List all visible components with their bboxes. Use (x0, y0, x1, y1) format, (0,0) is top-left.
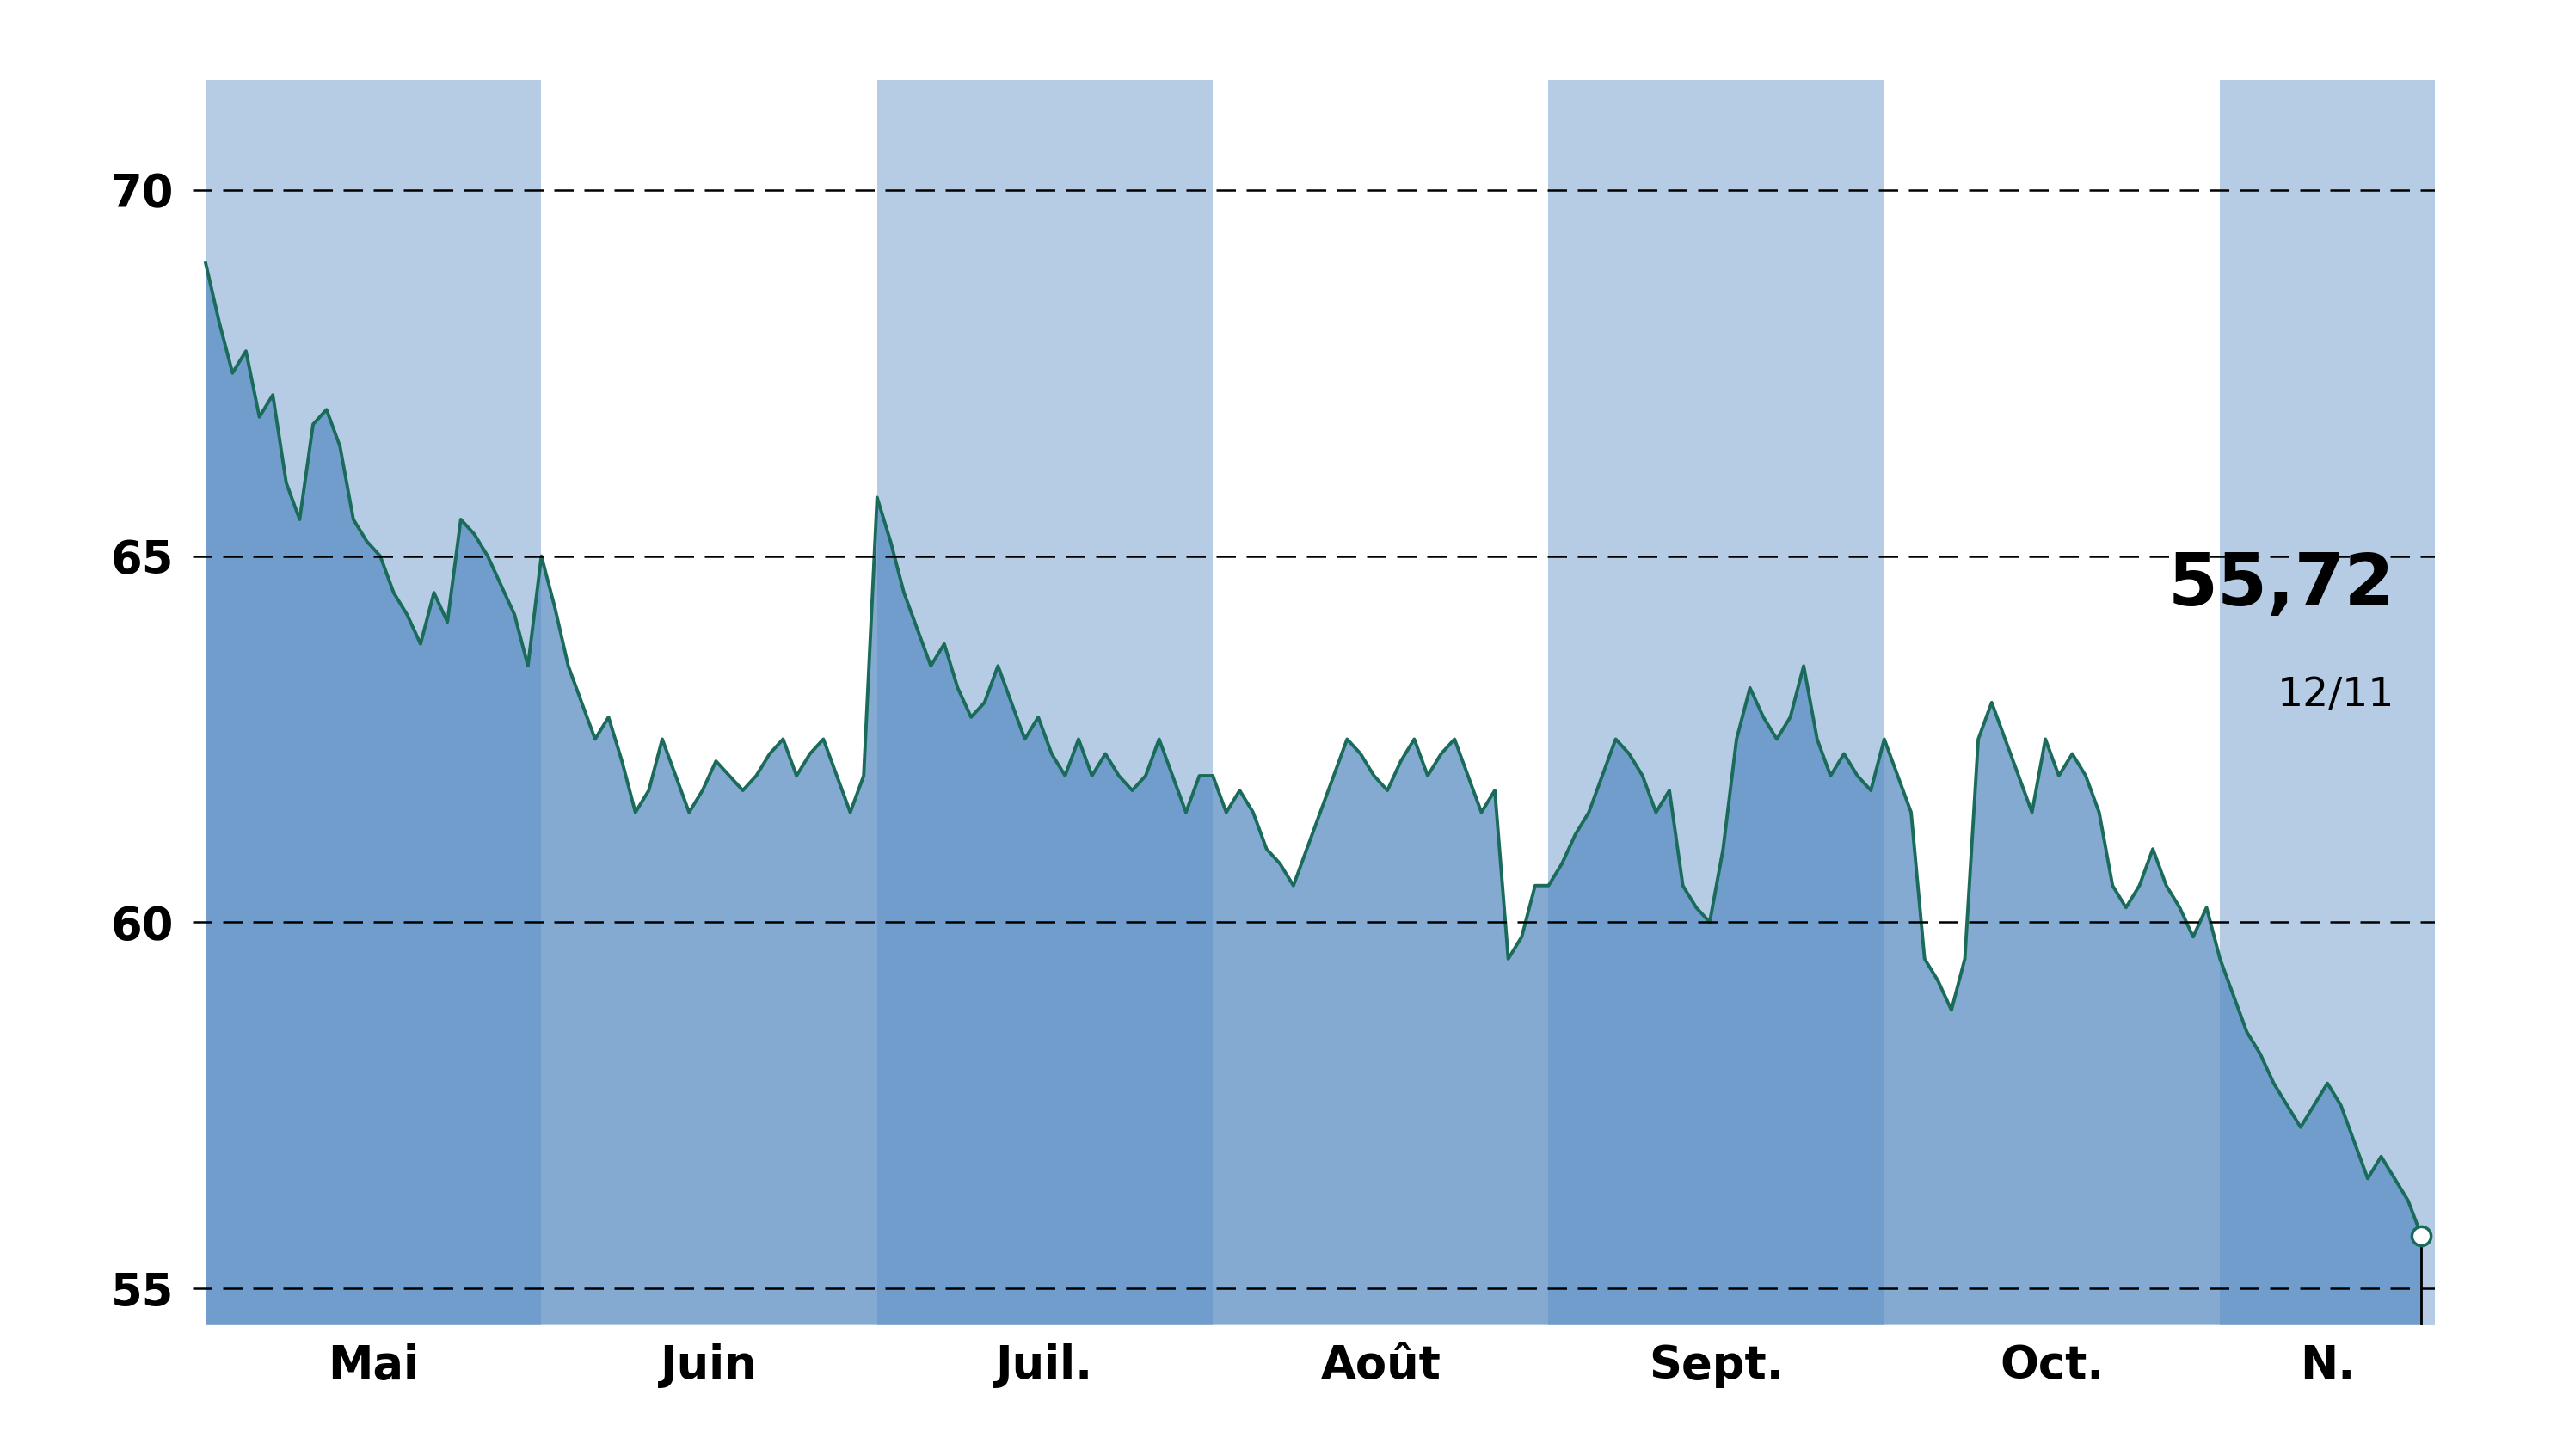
Bar (2220, 80, 2435, 1325)
Text: 55,72: 55,72 (2168, 550, 2394, 620)
Bar (205, 80, 541, 1325)
Bar (877, 80, 1212, 1325)
Text: TOTALENERGIES: TOTALENERGIES (764, 22, 1799, 131)
Text: 12/11: 12/11 (2279, 676, 2394, 715)
Bar (1548, 80, 1884, 1325)
